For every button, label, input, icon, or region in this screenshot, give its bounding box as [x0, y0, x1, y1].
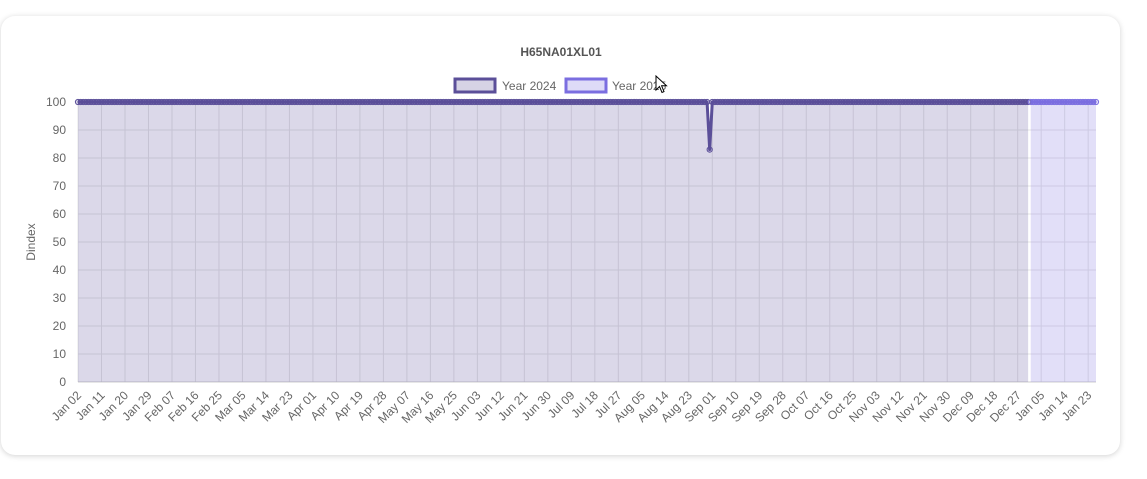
- series-area-1: [1030, 102, 1096, 382]
- y-tick-label: 90: [53, 123, 67, 137]
- y-tick-label: 40: [53, 263, 67, 277]
- y-tick-label: 100: [46, 95, 66, 109]
- y-tick-label: 20: [53, 319, 67, 333]
- legend-item-2025[interactable]: Year 2025: [564, 77, 667, 94]
- legend-label-2025: Year 2025: [612, 79, 667, 93]
- y-tick-label: 60: [53, 207, 67, 221]
- legend-label-2024: Year 2024: [502, 79, 557, 93]
- series-areas: [78, 102, 1096, 382]
- y-tick-label: 70: [53, 179, 67, 193]
- y-tick-label: 0: [59, 375, 66, 389]
- data-point[interactable]: [703, 98, 711, 106]
- data-point[interactable]: [1092, 98, 1100, 106]
- y-axis-ticks: 0 10 20 30 40 50 60 70 80 90 100: [46, 95, 66, 389]
- y-axis-label: Dindex: [24, 223, 38, 260]
- mouse-cursor-icon: [655, 75, 668, 94]
- legend-item-2024[interactable]: Year 2024: [453, 77, 557, 94]
- grid: [77, 101, 1096, 383]
- y-tick-label: 80: [53, 151, 67, 165]
- chart-title: H65NA01XL01: [520, 45, 602, 59]
- legend-swatch-2025: [564, 77, 608, 94]
- y-tick-label: 30: [53, 291, 67, 305]
- series-points: [74, 98, 1100, 153]
- legend[interactable]: Year 2024 Year 2025: [453, 77, 667, 94]
- y-tick-label: 50: [53, 235, 67, 249]
- data-point[interactable]: [706, 146, 713, 153]
- y-tick-label: 10: [53, 347, 67, 361]
- series-area-0: [78, 102, 1029, 382]
- legend-swatch-2024: [453, 77, 497, 94]
